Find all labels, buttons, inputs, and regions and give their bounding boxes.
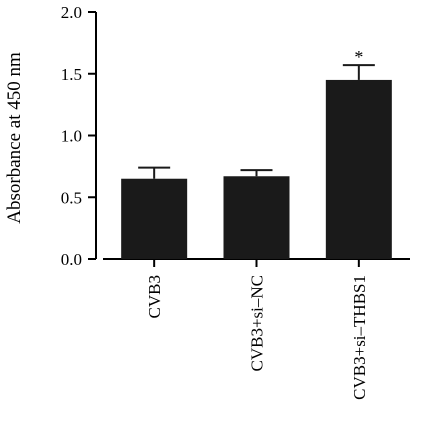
y-tick-label: 1.0 xyxy=(61,127,82,146)
x-tick-label: CVB3+si–NC xyxy=(248,275,267,372)
y-axis-label: Absorbance at 450 nm xyxy=(4,52,25,224)
y-tick-label: 0.5 xyxy=(61,188,82,207)
y-tick-label: 2.0 xyxy=(61,3,82,22)
bar-3 xyxy=(325,79,392,259)
bar-2 xyxy=(223,176,290,259)
x-tick-label: CVB3 xyxy=(145,275,164,318)
annotations: * xyxy=(354,47,363,67)
y-tick-label: 1.5 xyxy=(61,65,82,84)
bar-1 xyxy=(121,178,188,259)
x-axis: CVB3 CVB3+si–NC CVB3+si–THBS1 xyxy=(103,258,410,400)
error-bars xyxy=(138,64,375,179)
y-tick-label: 0.0 xyxy=(61,250,82,269)
bars xyxy=(121,79,392,259)
y-axis: 0.0 0.5 1.0 1.5 2.0 xyxy=(61,3,97,269)
x-tick-label: CVB3+si–THBS1 xyxy=(350,275,369,400)
significance-marker: * xyxy=(354,47,363,67)
